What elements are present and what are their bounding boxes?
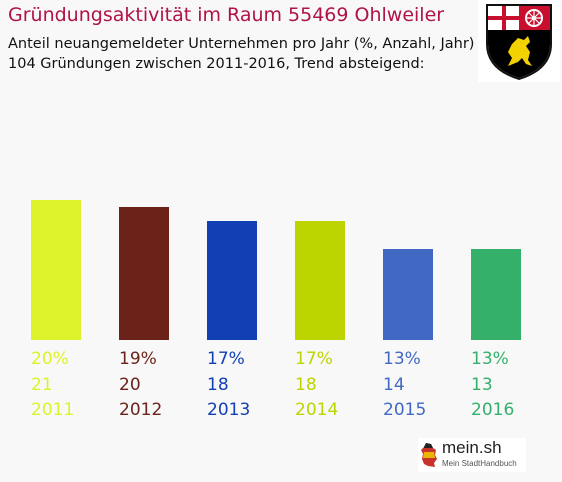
year-label-2015: 2015 <box>383 400 426 420</box>
year-label-2014: 2014 <box>295 400 338 420</box>
germany-map-icon <box>421 443 437 467</box>
percent-label-2011: 20% <box>31 349 69 369</box>
bar-2012 <box>119 207 169 340</box>
chart-subtitle: Anteil neuangemeldeter Unternehmen pro J… <box>8 34 474 74</box>
subtitle-line-2: 104 Gründungen zwischen 2011-2016, Trend… <box>8 56 425 72</box>
bar-2013 <box>207 221 257 340</box>
percent-label-2014: 17% <box>295 349 333 369</box>
count-label-2014: 18 <box>295 375 317 395</box>
bar-2015 <box>383 249 433 340</box>
bar-2016 <box>471 249 521 340</box>
year-label-2013: 2013 <box>207 400 250 420</box>
year-label-2012: 2012 <box>119 400 162 420</box>
coat-of-arms-icon <box>478 0 560 82</box>
logo-name: mein.sh <box>442 438 502 457</box>
percent-label-2013: 17% <box>207 349 245 369</box>
count-label-2016: 13 <box>471 375 493 395</box>
year-label-2011: 2011 <box>31 400 74 420</box>
bar-2014 <box>295 221 345 340</box>
count-label-2015: 14 <box>383 375 405 395</box>
brand-logo[interactable]: mein.sh Mein StadtHandbuch <box>418 438 526 472</box>
subtitle-line-1: Anteil neuangemeldeter Unternehmen pro J… <box>8 36 475 52</box>
percent-label-2016: 13% <box>471 349 509 369</box>
percent-label-2015: 13% <box>383 349 421 369</box>
count-label-2011: 21 <box>31 375 53 395</box>
year-label-2016: 2016 <box>471 400 514 420</box>
percent-label-2012: 19% <box>119 349 157 369</box>
count-label-2012: 20 <box>119 375 141 395</box>
chart-title: Gründungsaktivität im Raum 55469 Ohlweil… <box>8 4 445 26</box>
bar-2011 <box>31 200 81 340</box>
logo-tagline: Mein StadtHandbuch <box>442 459 517 468</box>
count-label-2013: 18 <box>207 375 229 395</box>
